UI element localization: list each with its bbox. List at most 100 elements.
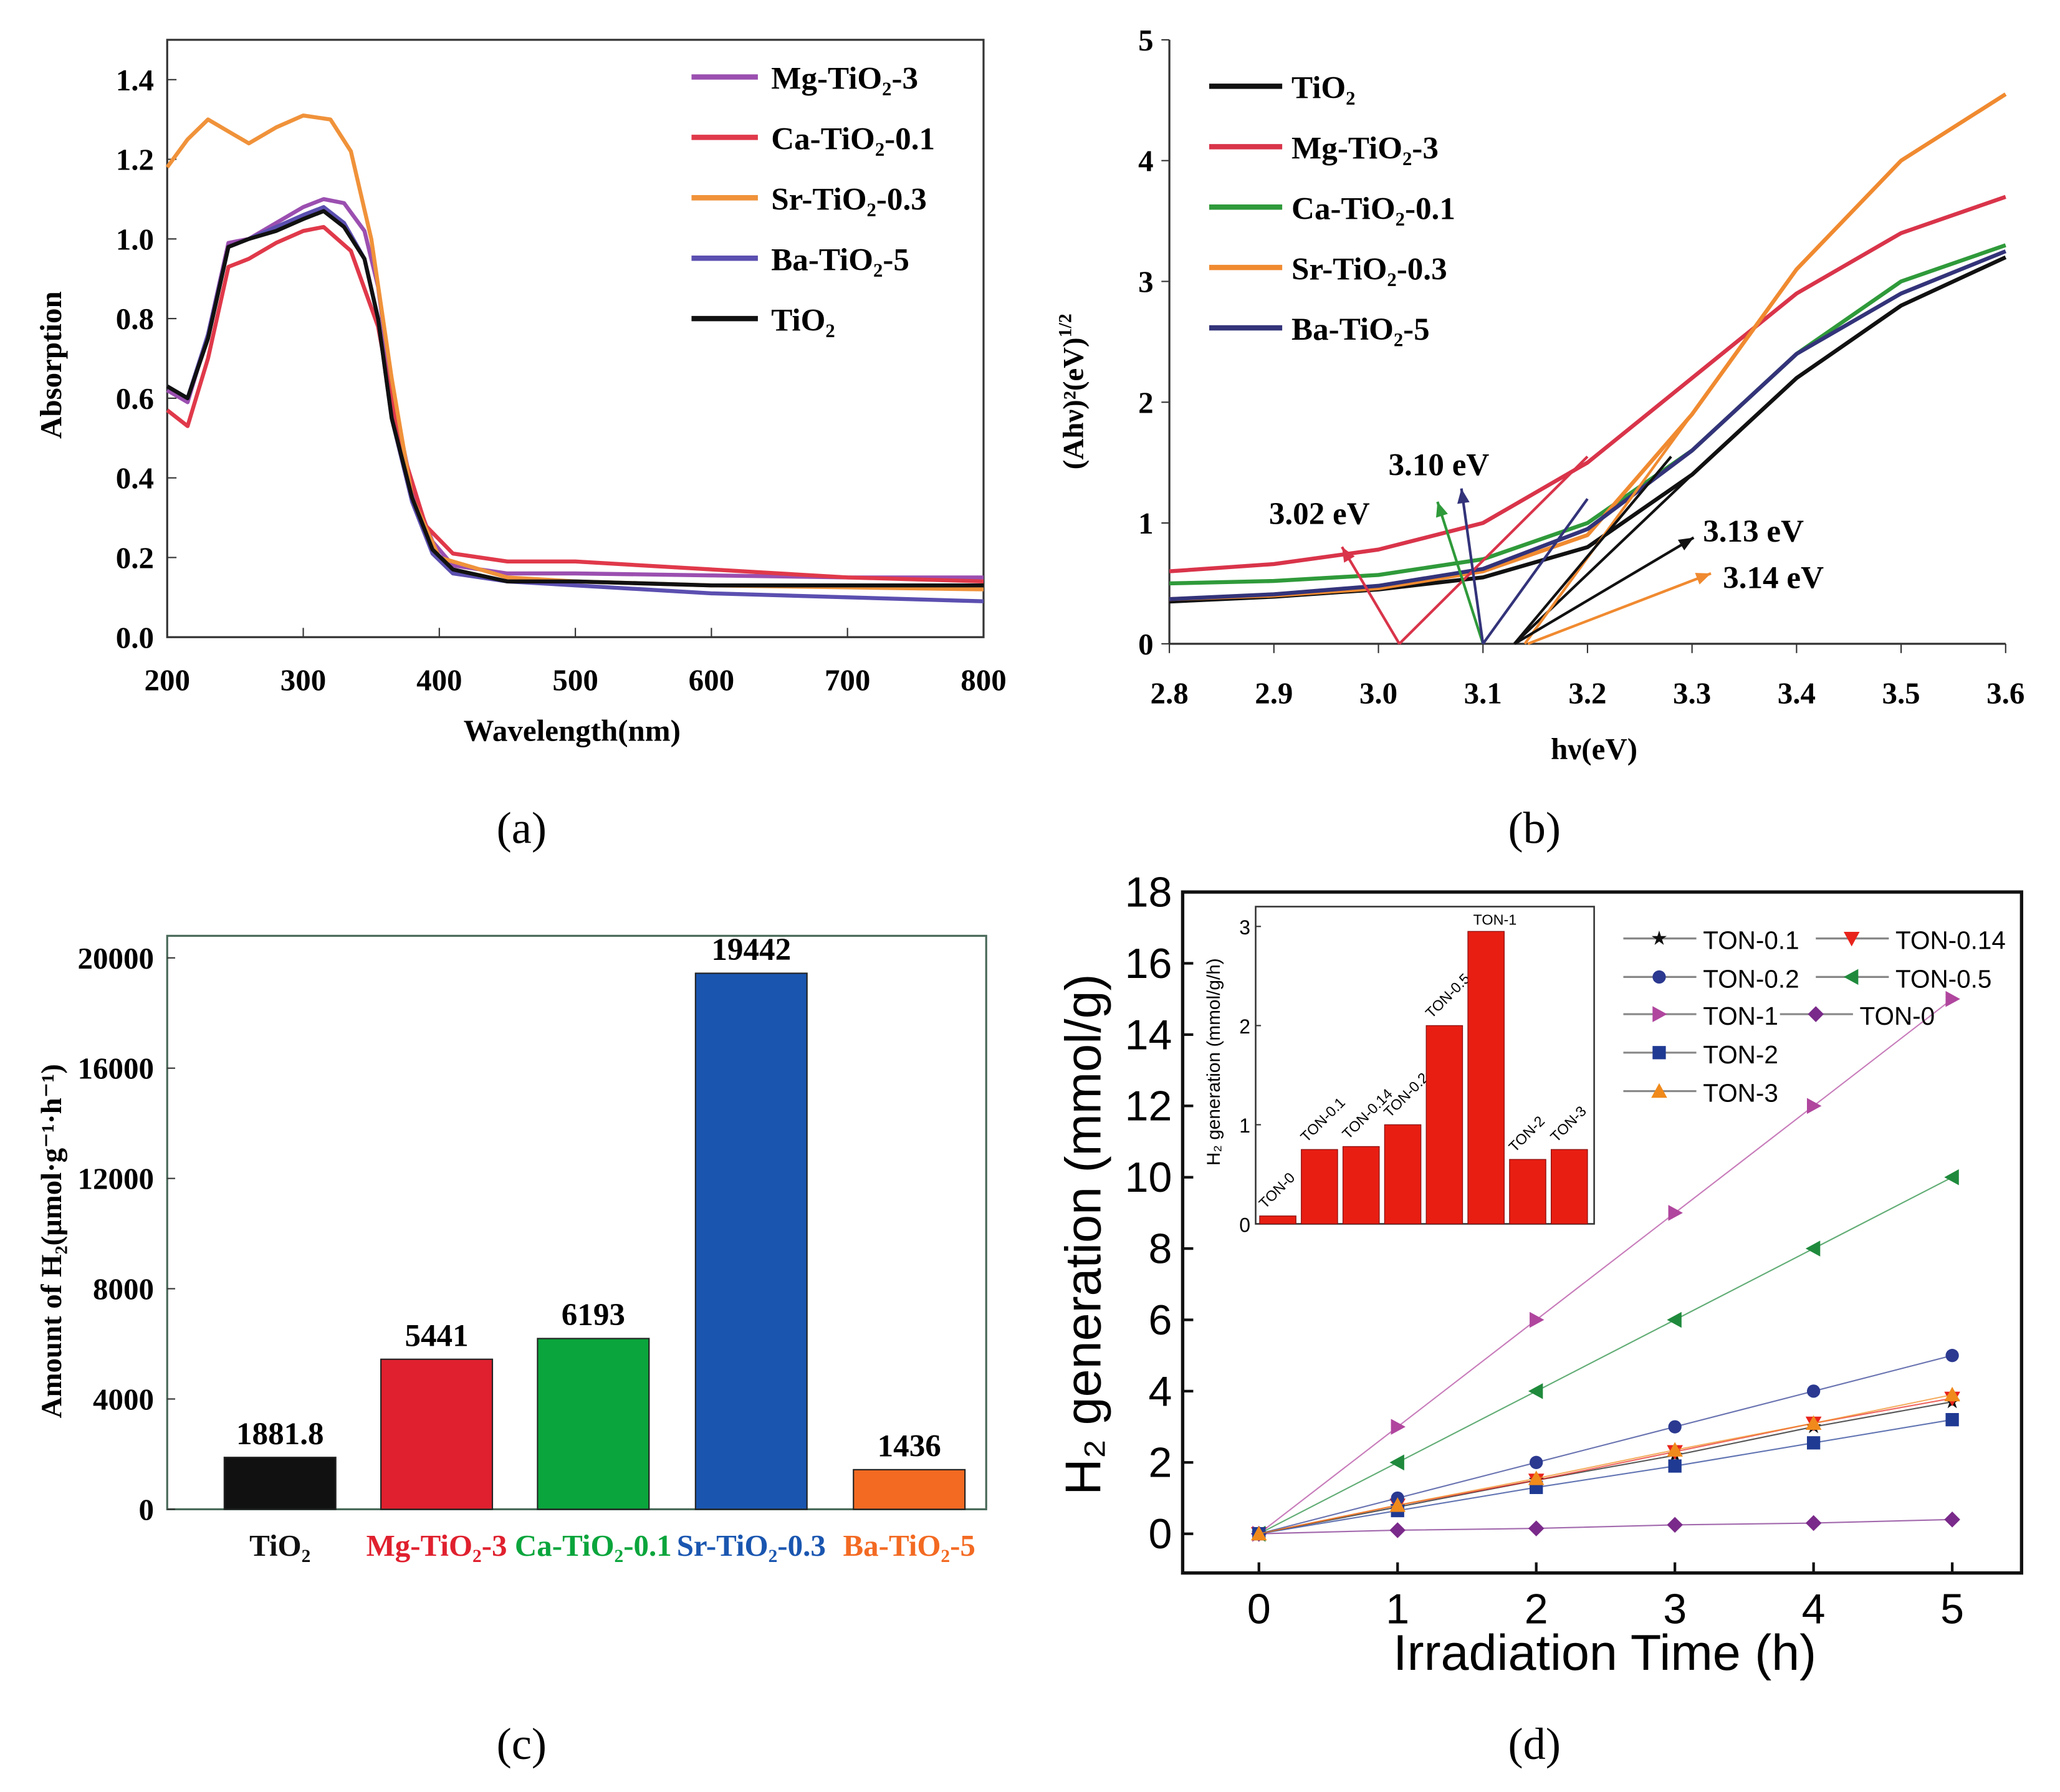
x-tick-label: 500 [552,663,598,697]
x-axis-label: hν(eV) [1551,732,1637,766]
triangle-up-marker-icon [1389,1497,1406,1512]
inset-bar [1551,1149,1588,1225]
inset-bar-label: TON-1 [1473,912,1517,928]
triangle-up-marker-icon [1651,1083,1667,1098]
y-tick-label: 3 [1138,265,1153,299]
series-ton-0.5 [1250,1169,1959,1542]
series-line [166,197,984,580]
x-tick-label: 3 [1663,1586,1687,1633]
x-tick-label: 3.2 [1568,676,1606,711]
arrowhead-icon [1435,502,1448,518]
triangle-up-marker-icon [1667,1442,1683,1457]
legend-label: TON-1 [1703,1002,1778,1030]
y-tick-label: 14 [1125,1011,1172,1058]
diamond-marker-icon [1389,1522,1406,1538]
series-line [1258,1518,1953,1535]
caption-d: (d) [1508,1718,1561,1769]
y-tick-label: 4 [1148,1368,1172,1415]
triangle-up-marker-icon [1944,1386,1960,1402]
inset-bar [1509,1159,1546,1225]
triangle-right-marker-icon [1652,1006,1667,1022]
inset-y-axis-label: H₂ generation (mmol/g/h) [1204,958,1224,1166]
caption-c: (c) [497,1718,547,1769]
series-line [1169,255,2007,604]
inset-bar [1425,1025,1464,1225]
x-axis-label: Irradiation Time (h) [1393,1625,1816,1681]
y-axis-label: H₂ generation (mmol/g) [1055,974,1111,1495]
x-tick-label: 700 [825,663,870,697]
x-tick-label: 2.9 [1255,676,1293,711]
y-tick-label: 16 [1125,940,1172,987]
legend-label: Mg-TiO₂-3 [1291,130,1439,166]
bar-value-label: 1881.8 [236,1416,324,1452]
bar [853,1469,966,1510]
series-line [1169,249,2006,601]
legend-label: Ca-TiO₂-0.1 [771,122,935,157]
legend-label: Ca-TiO₂-0.1 [1291,191,1455,226]
bar-value-label: 5441 [405,1318,468,1353]
x-tick-label: 3.4 [1778,676,1816,711]
y-tick-label: 16000 [78,1052,154,1086]
y-tick-label: 4000 [93,1382,154,1417]
star-marker-icon [1651,930,1667,945]
triangle-left-marker-icon [1944,1169,1959,1186]
triangle-left-marker-icon [1843,969,1859,985]
series-ton-0.14 [1250,1391,1960,1542]
series-line [1258,1401,1953,1535]
bar-value-label: 1436 [878,1429,941,1464]
inset-y-tick-label: 3 [1239,916,1250,939]
arrowhead-icon [1677,537,1694,551]
triangle-down-marker-icon [1843,932,1860,947]
inset-bar [1301,1149,1338,1225]
x-tick-label: 3.1 [1464,676,1502,711]
y-tick-label: 20000 [78,941,154,975]
y-tick-label: 0.8 [116,302,154,336]
annotation-arrow [1527,572,1712,645]
x-tick-label: 3.0 [1359,676,1397,711]
legend-label: TON-0 [1860,1002,1935,1030]
y-tick-label: 1 [1138,506,1153,540]
panel-a: 200 300 400 500 600 700 800 0.0 0.2 0.4 0.6 0.8 1.0 1… [34,39,1007,747]
circle-marker-icon [1806,1384,1821,1398]
triangle-right-marker-icon [1391,1419,1406,1435]
series-line [1258,1176,1953,1535]
triangle-left-marker-icon [1805,1240,1821,1257]
category-label: Ba-TiO₂-5 [843,1528,975,1563]
y-tick-label: 1.0 [116,222,154,256]
panel-c: 0 4000 8000 12000 16000 20000 Amount of H₂(μmo… [36,932,987,1563]
x-tick-label: 5 [1940,1586,1964,1633]
legend-label: Ba-TiO₂-5 [771,242,909,277]
circle-marker-icon [1668,1420,1682,1434]
x-tick-label: 300 [280,663,326,697]
y-tick-label: 4 [1138,144,1153,178]
triangle-right-marker-icon [1668,1205,1683,1221]
bar [537,1338,650,1510]
series-line [1258,1419,1953,1535]
tangent-line [1523,413,1694,645]
square-marker-icon [1945,1413,1959,1427]
x-tick-label: 800 [961,663,1006,697]
triangle-up-marker-icon [1250,1525,1267,1541]
series-ton-3 [1250,1386,1960,1541]
y-tick-label: 12000 [78,1162,154,1196]
x-tick-label: 4 [1802,1586,1826,1633]
inset-bar [1467,931,1505,1225]
diamond-marker-icon [1944,1512,1960,1528]
circle-marker-icon [1652,970,1666,984]
annotation-arrow [1513,536,1695,645]
bar-value-label: 19442 [711,932,791,967]
x-tick-label: 0 [1247,1586,1271,1633]
y-tick-label: 8 [1148,1225,1172,1273]
diamond-marker-icon [1805,1515,1822,1531]
diamond-marker-icon [1808,1006,1824,1022]
y-tick-label: 0 [1148,1510,1172,1558]
y-tick-label: 18 [1125,869,1172,916]
series-line [1169,243,2006,586]
annotation-arrow [1341,546,1401,644]
annotation-arrow [1436,501,1485,644]
x-tick-label: 3.3 [1673,676,1711,711]
series-line [1169,194,2006,573]
category-label: Ca-TiO₂-0.1 [515,1528,672,1563]
